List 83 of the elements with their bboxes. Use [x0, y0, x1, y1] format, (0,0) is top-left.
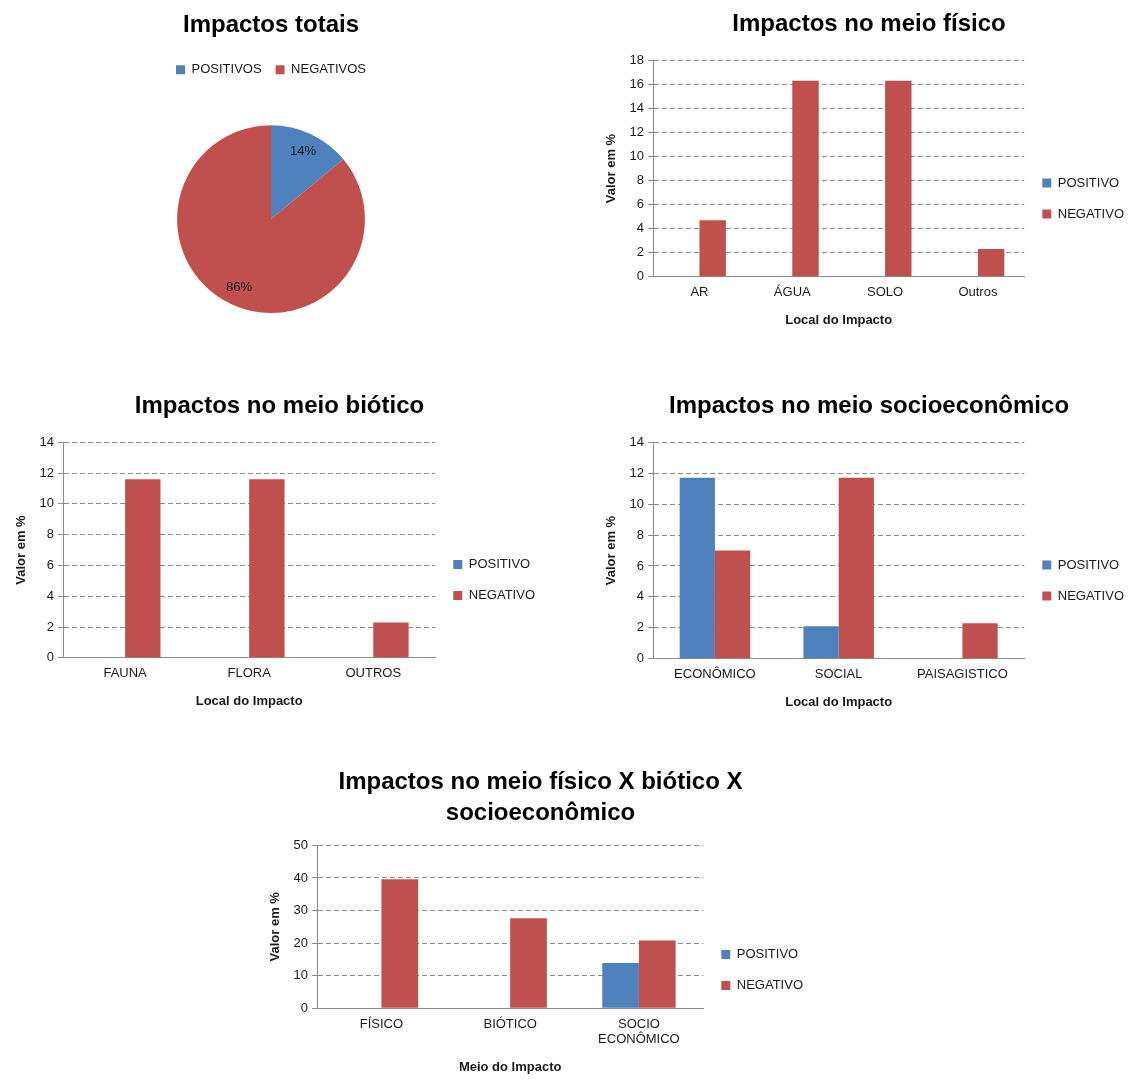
- bar: [510, 918, 547, 1008]
- chart-title: Impactos totais: [182, 10, 360, 38]
- x-tick-label: AR: [690, 284, 709, 300]
- legend-label: NEGATIVO: [1057, 587, 1125, 603]
- y-tick-label: 4: [636, 588, 645, 604]
- y-axis-title: Valor em %: [603, 515, 619, 586]
- y-tick-label: 12: [39, 464, 55, 480]
- x-tick-label: SOCIO ECONÔMICO: [598, 1015, 680, 1047]
- y-tick-label: 12: [629, 464, 645, 480]
- y-tick-label: 2: [636, 619, 645, 635]
- bar: [679, 477, 715, 659]
- y-tick-label: 10: [293, 967, 309, 983]
- y-tick-label: 30: [293, 902, 309, 918]
- x-tick-label: ECONÔMICO: [674, 666, 756, 682]
- chart-title: Impactos no meio socioeconômico: [668, 391, 1070, 419]
- chart-title: Impactos no meio físico: [732, 9, 1006, 37]
- x-tick-label: SOCIAL: [814, 666, 863, 682]
- y-tick-label: 10: [629, 495, 645, 511]
- bar: [602, 962, 639, 1008]
- bar: [977, 249, 1005, 277]
- legend-label: POSITIVO: [468, 556, 531, 572]
- y-tick-label: 0: [636, 650, 645, 666]
- bar: [699, 220, 726, 277]
- x-axis-title: Local do Impacto: [785, 693, 893, 709]
- y-tick-label: 2: [46, 618, 55, 634]
- y-tick-label: 8: [46, 526, 55, 542]
- chart-title: Impactos no meio físico X biótico X socioeconômico: [338, 767, 743, 826]
- bar: [803, 626, 839, 659]
- legend-label: NEGATIVOS: [291, 61, 367, 77]
- y-axis-title: Valor em %: [267, 891, 283, 962]
- y-tick-label: 18: [629, 51, 645, 67]
- y-tick-label: 40: [293, 869, 309, 885]
- data-label: 14%: [289, 142, 317, 158]
- legend-label: POSITIVO: [736, 946, 799, 962]
- bar: [838, 477, 874, 659]
- data-label: 86%: [226, 278, 253, 294]
- y-tick-label: 14: [629, 433, 645, 449]
- legend-label: NEGATIVO: [468, 587, 536, 603]
- x-tick-label: SOLO: [867, 284, 904, 300]
- y-tick-label: 10: [629, 148, 645, 164]
- x-tick-label: BIÓTICO: [483, 1015, 537, 1031]
- bar: [962, 623, 998, 659]
- x-tick-label: FLORA: [227, 665, 272, 681]
- bar: [885, 80, 912, 277]
- x-axis-title: Local do Impacto: [195, 692, 303, 708]
- y-tick-label: 16: [629, 75, 645, 91]
- x-tick-label: FAUNA: [103, 665, 148, 681]
- bar: [381, 879, 419, 1008]
- legend-label: NEGATIVO: [736, 977, 804, 993]
- bar: [638, 940, 676, 1008]
- legend-label: NEGATIVO: [1057, 205, 1125, 221]
- legend-label: POSITIVO: [1057, 556, 1120, 572]
- y-axis-title: Valor em %: [603, 133, 619, 204]
- y-tick-label: 20: [293, 934, 309, 950]
- y-tick-label: 0: [46, 649, 55, 665]
- y-tick-label: 0: [636, 268, 645, 284]
- x-tick-label: ÁGUA: [773, 284, 812, 300]
- y-tick-label: 8: [636, 172, 645, 188]
- y-tick-label: 50: [293, 836, 309, 852]
- chart-title: Impactos no meio biótico: [134, 391, 425, 419]
- y-tick-label: 4: [46, 587, 55, 603]
- y-tick-label: 6: [46, 556, 55, 572]
- x-axis-title: Local do Impacto: [785, 311, 893, 327]
- y-tick-label: 10: [39, 495, 55, 511]
- y-tick-label: 12: [629, 123, 645, 139]
- legend-label: POSITIVO: [1057, 174, 1120, 190]
- x-tick-label: Outros: [958, 284, 998, 300]
- x-tick-label: FÍSICO: [359, 1015, 404, 1031]
- legend-label: POSITIVOS: [191, 61, 262, 77]
- x-tick-label: PAISAGISTICO: [917, 666, 1008, 682]
- bar: [792, 80, 819, 277]
- y-tick-label: 6: [636, 196, 645, 212]
- y-tick-label: 4: [636, 220, 645, 236]
- y-axis-title: Valor em %: [13, 514, 29, 585]
- bar: [714, 550, 751, 659]
- x-axis-title: Meio do Impacto: [458, 1058, 562, 1074]
- y-tick-label: 14: [39, 433, 55, 449]
- y-tick-label: 8: [636, 526, 645, 542]
- x-tick-label: OUTROS: [345, 665, 402, 681]
- y-tick-label: 0: [300, 999, 309, 1015]
- y-tick-label: 2: [636, 244, 645, 260]
- y-tick-label: 6: [636, 557, 645, 573]
- y-tick-label: 14: [629, 99, 645, 115]
